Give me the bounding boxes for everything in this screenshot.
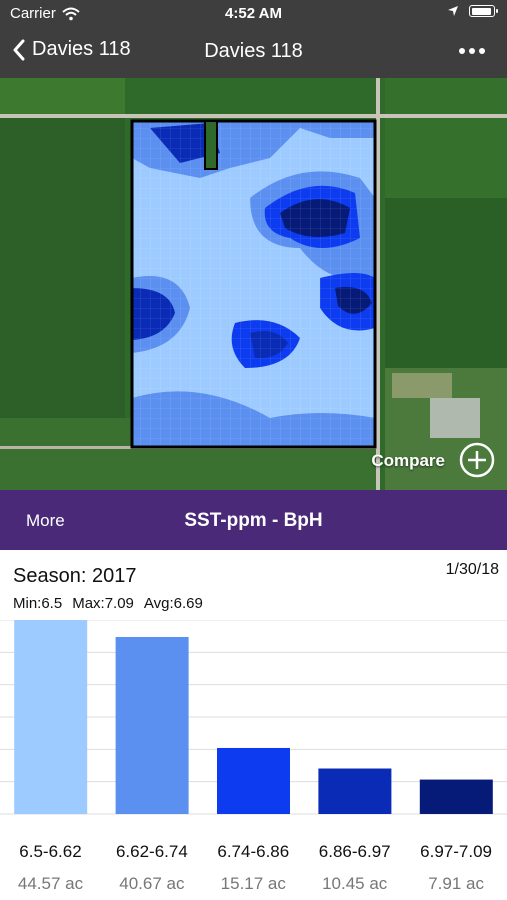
status-right: [447, 5, 498, 17]
navigation-bar: Davies 118 Davies 118: [0, 28, 507, 78]
ellipsis-dot: [469, 48, 475, 54]
bin-acreage-label: 44.57 ac: [17, 874, 84, 893]
field-boundary: [130, 119, 377, 449]
histogram-bar[interactable]: [14, 620, 88, 814]
min-stat: Min:6.5: [13, 595, 63, 612]
max-stat: Max:7.09: [72, 595, 134, 612]
carrier-label: Carrier: [10, 5, 56, 22]
bin-range-label: 6.5-6.62: [19, 842, 82, 861]
histogram-bar[interactable]: [115, 636, 189, 814]
wifi-icon: [62, 7, 80, 20]
bin-range-label: 6.62-6.74: [115, 842, 188, 861]
clock: 4:52 AM: [225, 5, 282, 22]
bin-range-label: 6.74-6.86: [217, 842, 290, 861]
avg-stat: Avg:6.69: [143, 595, 203, 612]
histogram-bar[interactable]: [318, 768, 392, 814]
histogram-bar[interactable]: [419, 779, 493, 814]
bin-acreage-label: 15.17 ac: [220, 874, 286, 893]
bin-acreage-label: 10.45 ac: [322, 874, 388, 893]
bin-range-label: 6.86-6.97: [318, 842, 391, 861]
back-label: Davies 118: [32, 38, 131, 60]
stats-row: Min:6.5 Max:7.09 Avg:6.69: [13, 595, 203, 612]
more-button[interactable]: More: [26, 511, 65, 530]
more-options-button[interactable]: [459, 48, 485, 54]
date-label: 1/30/18: [445, 561, 499, 578]
carrier-info: Carrier: [10, 5, 80, 22]
chevron-left-icon: [13, 39, 25, 60]
bin-acreage-label: 7.91 ac: [428, 874, 484, 893]
layer-bar: More SST-ppm - BpH: [0, 490, 507, 550]
battery-icon: [469, 5, 498, 17]
status-bar: Carrier 4:52 AM: [0, 0, 507, 28]
compare-button[interactable]: [459, 442, 495, 478]
bin-acreage-label: 40.67 ac: [119, 874, 185, 893]
layer-title: SST-ppm - BpH: [184, 510, 323, 531]
location-arrow-icon: [448, 6, 458, 16]
ellipsis-dot: [479, 48, 485, 54]
compare-label: Compare: [371, 451, 445, 470]
histogram-bar[interactable]: [217, 747, 290, 814]
season-label: Season: 2017: [13, 565, 137, 587]
ellipsis-icon: [459, 48, 465, 54]
back-button[interactable]: Davies 118: [12, 38, 131, 61]
histogram-chart: [0, 620, 507, 815]
satellite-map: [0, 78, 507, 490]
bin-range-label: 6.97-7.09: [420, 842, 493, 861]
field-map[interactable]: Compare: [0, 78, 507, 490]
